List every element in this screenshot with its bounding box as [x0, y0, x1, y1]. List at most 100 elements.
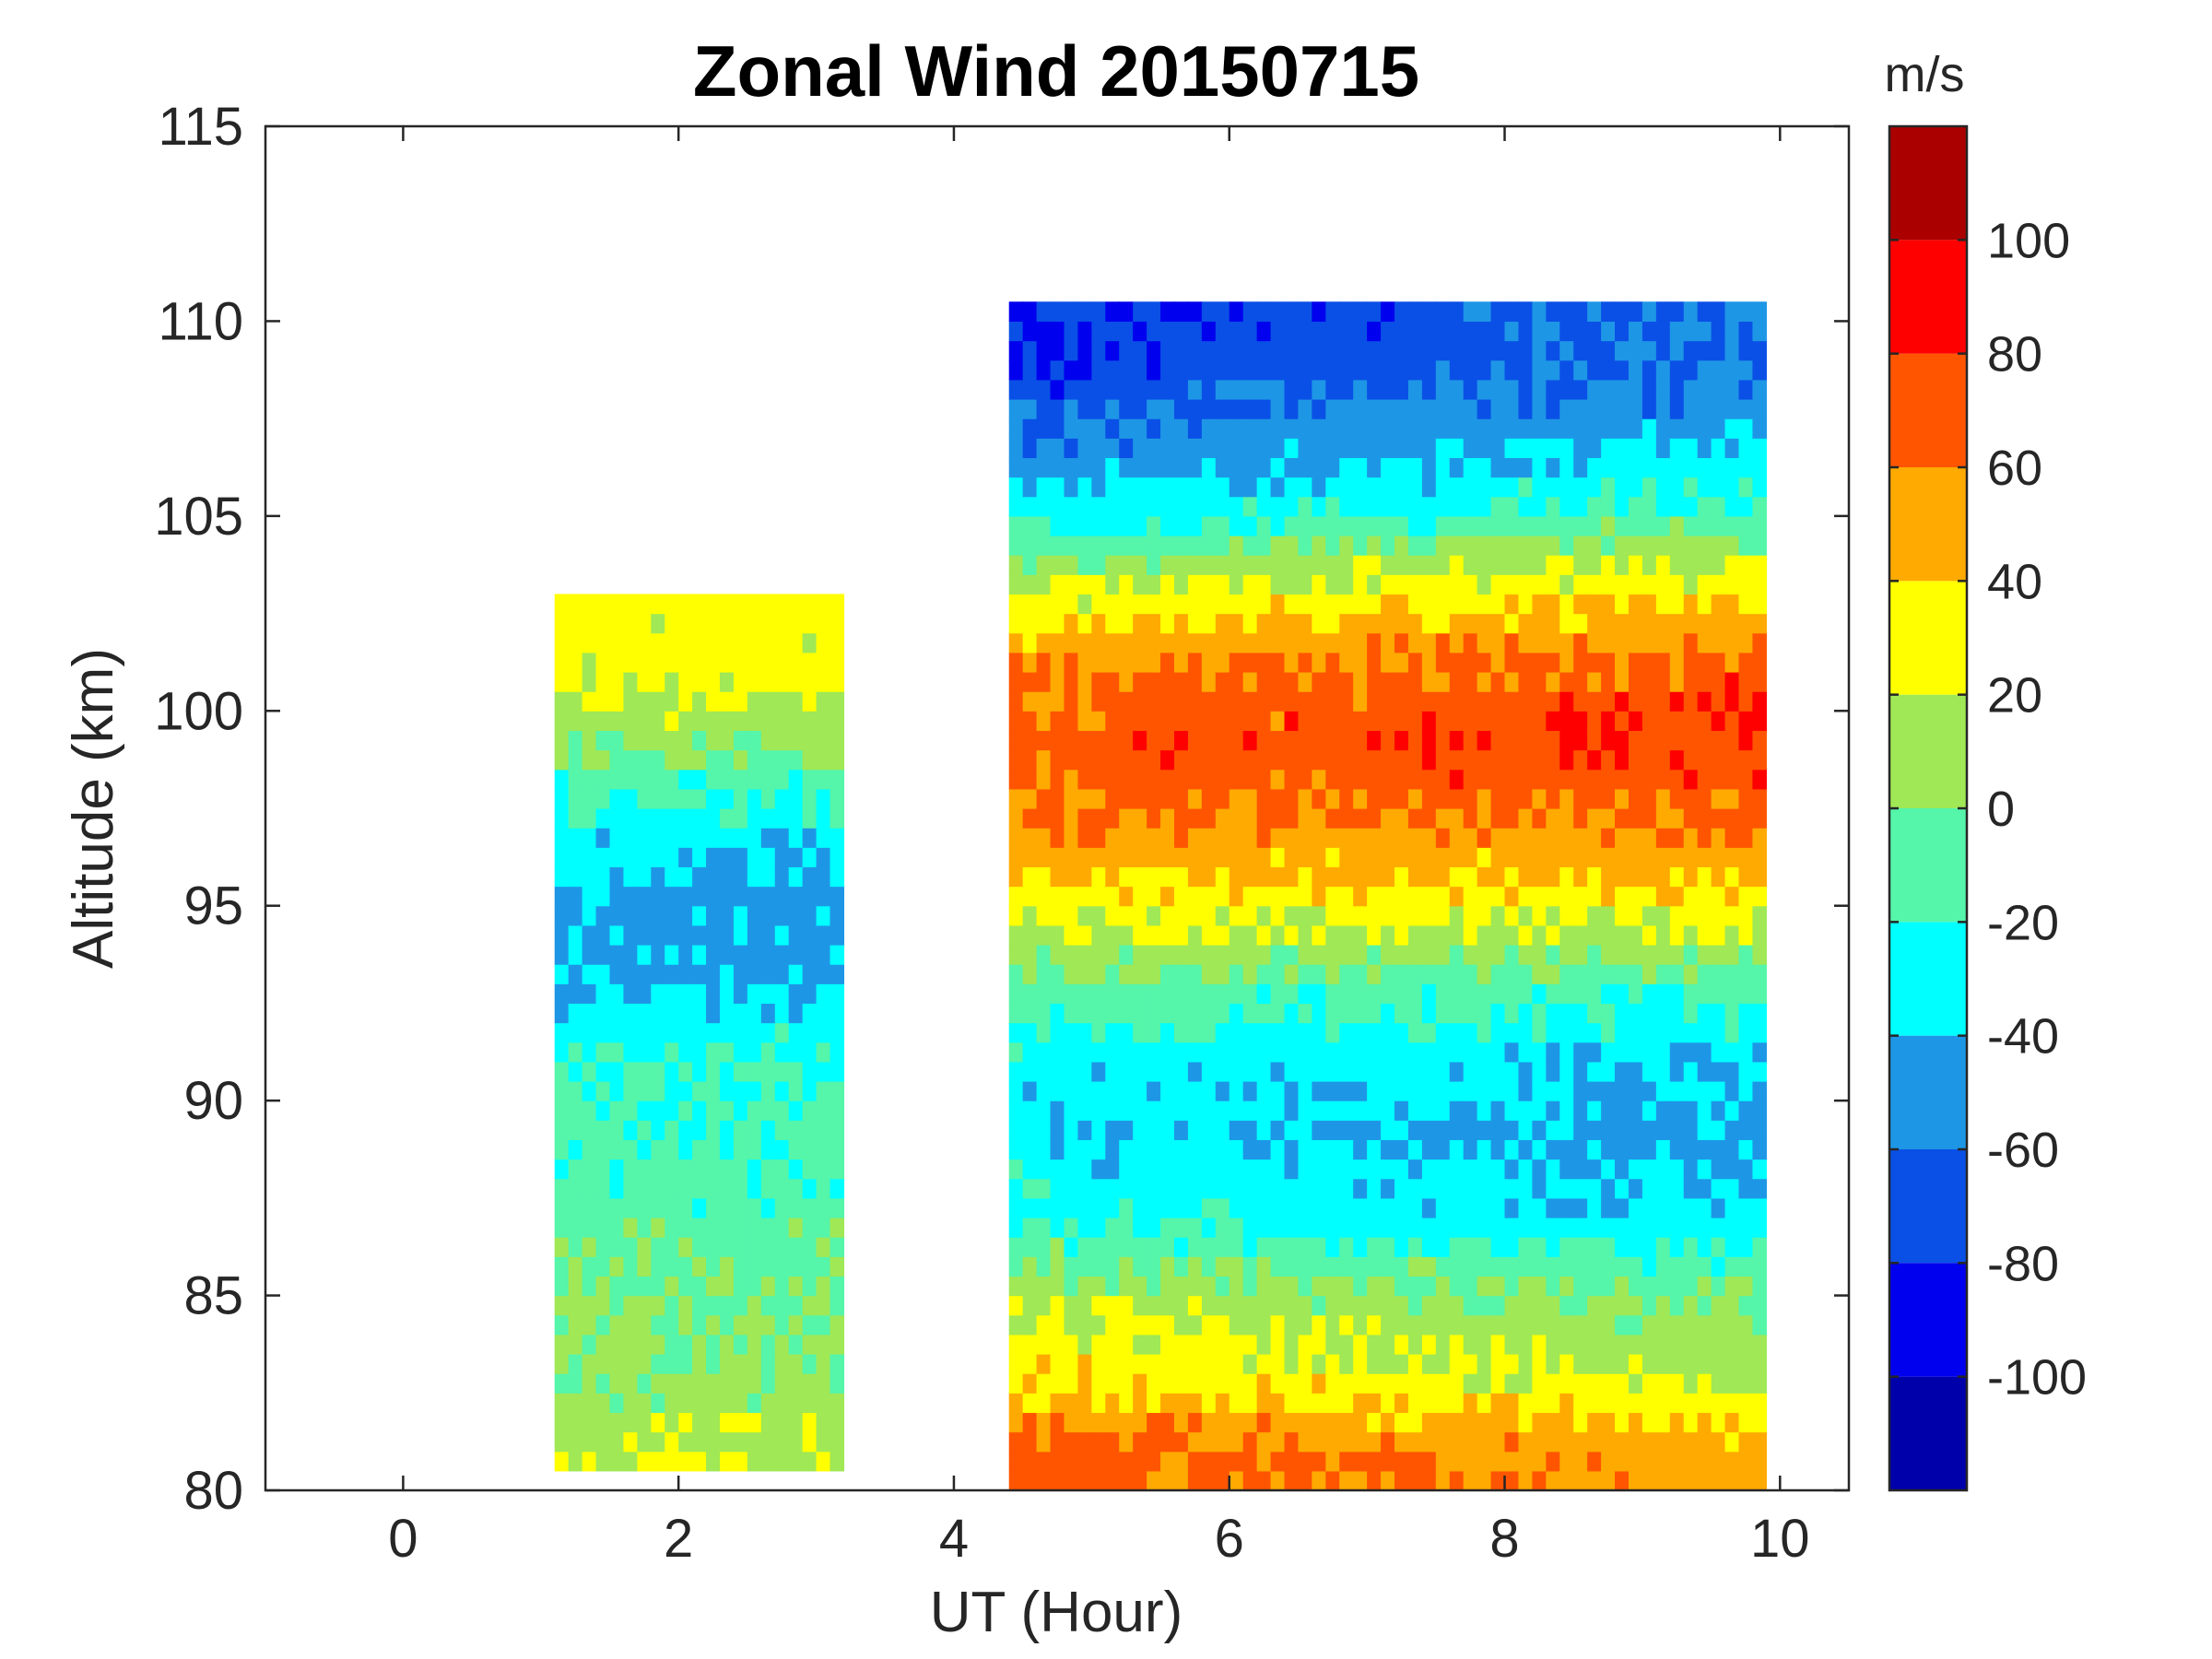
- contour-cell: [1325, 1334, 1340, 1355]
- contour-cell: [582, 964, 597, 984]
- contour-cell: [1242, 1081, 1258, 1101]
- contour-cell: [1559, 691, 1574, 712]
- contour-cell: [1105, 1022, 1120, 1043]
- contour-cell: [1601, 924, 1616, 946]
- contour-cell: [1064, 749, 1079, 771]
- contour-cell: [1752, 866, 1767, 888]
- contour-cell: [582, 1061, 597, 1082]
- contour-cell: [582, 613, 597, 634]
- contour-cell: [1394, 457, 1409, 478]
- contour-cell: [1119, 359, 1134, 381]
- contour-cell: [802, 1159, 818, 1180]
- contour-cell: [1683, 964, 1699, 984]
- contour-cell: [1147, 359, 1161, 381]
- contour-cell: [1050, 1334, 1065, 1355]
- contour-cell: [1298, 418, 1312, 439]
- contour-cell: [1655, 515, 1671, 536]
- contour-cell: [733, 1256, 748, 1277]
- contour-cell: [1641, 769, 1657, 790]
- contour-cell: [1256, 808, 1272, 829]
- contour-cell: [568, 1431, 583, 1453]
- contour-cell: [1504, 1451, 1520, 1472]
- contour-cell: [1724, 555, 1740, 575]
- contour-cell: [1298, 983, 1312, 1005]
- contour-cell: [692, 672, 707, 692]
- contour-cell: [1587, 1276, 1602, 1297]
- contour-cell: [1036, 1139, 1052, 1160]
- contour-cell: [1091, 1354, 1106, 1374]
- contour-cell: [1312, 1431, 1326, 1453]
- contour-cell: [1532, 711, 1547, 732]
- contour-cell: [1655, 301, 1671, 323]
- contour-cell: [1229, 496, 1244, 517]
- contour-cell: [609, 711, 625, 732]
- contour-cell: [1050, 496, 1065, 517]
- contour-cell: [1008, 632, 1024, 653]
- contour-cell: [1284, 691, 1300, 712]
- contour-cell: [1353, 1237, 1368, 1257]
- contour-cell: [1615, 847, 1630, 868]
- contour-cell: [665, 1218, 679, 1238]
- contour-cell: [1339, 1314, 1354, 1335]
- contour-cell: [760, 1431, 776, 1453]
- contour-cell: [1091, 1178, 1106, 1199]
- contour-cell: [1477, 321, 1492, 342]
- contour-cell: [1407, 1431, 1423, 1453]
- contour-cell: [568, 1218, 583, 1238]
- contour-cell: [1229, 632, 1244, 653]
- contour-cell: [1147, 1314, 1161, 1335]
- contour-cell: [1256, 555, 1272, 575]
- contour-cell: [1353, 945, 1368, 965]
- contour-cell: [1325, 866, 1340, 888]
- contour-cell: [1587, 924, 1602, 946]
- contour-cell: [1559, 1081, 1574, 1101]
- contour-cell: [1050, 905, 1065, 926]
- contour-cell: [568, 1237, 583, 1257]
- contour-cell: [1160, 905, 1175, 926]
- contour-cell: [1105, 769, 1120, 790]
- contour-cell: [1435, 1451, 1451, 1472]
- contour-cell: [1546, 379, 1560, 400]
- contour-cell: [1587, 866, 1602, 888]
- contour-cell: [1325, 769, 1340, 790]
- contour-cell: [1187, 477, 1203, 498]
- contour-cell: [1615, 691, 1630, 712]
- contour-cell: [1187, 945, 1203, 965]
- contour-cell: [1325, 359, 1340, 381]
- contour-cell: [1022, 1373, 1038, 1394]
- contour-cell: [568, 594, 583, 615]
- contour-cell: [774, 1276, 790, 1297]
- contour-cell: [1641, 1431, 1657, 1453]
- y-tick-label: 95: [183, 877, 243, 936]
- contour-cell: [1449, 379, 1465, 400]
- contour-cell: [568, 1139, 583, 1160]
- contour-cell: [1394, 379, 1409, 400]
- contour-cell: [1036, 1373, 1052, 1394]
- contour-cell: [1504, 1334, 1520, 1355]
- contour-cell: [1270, 1061, 1286, 1082]
- contour-cell: [1518, 515, 1533, 536]
- contour-cell: [1655, 321, 1671, 342]
- contour-cell: [1050, 515, 1065, 536]
- contour-cell: [1752, 788, 1767, 809]
- contour-cell: [1546, 399, 1560, 419]
- contour-cell: [1229, 1061, 1244, 1082]
- contour-cell: [1022, 711, 1038, 732]
- contour-cell: [1160, 788, 1175, 809]
- contour-cell: [1022, 1334, 1038, 1355]
- contour-cell: [1463, 1197, 1478, 1218]
- contour-cell: [1738, 1295, 1754, 1316]
- contour-cell: [1532, 1120, 1547, 1141]
- contour-cell: [1119, 477, 1134, 498]
- contour-cell: [1242, 1022, 1258, 1043]
- contour-cell: [1201, 711, 1217, 732]
- contour-cell: [1435, 1061, 1451, 1082]
- contour-cell: [1147, 321, 1161, 342]
- contour-cell: [1077, 1393, 1092, 1414]
- contour-cell: [1353, 1197, 1368, 1218]
- contour-cell: [1284, 1256, 1300, 1277]
- contour-cell: [1381, 749, 1395, 771]
- contour-cell: [665, 1256, 679, 1277]
- contour-cell: [830, 1178, 845, 1199]
- contour-cell: [1615, 1003, 1630, 1024]
